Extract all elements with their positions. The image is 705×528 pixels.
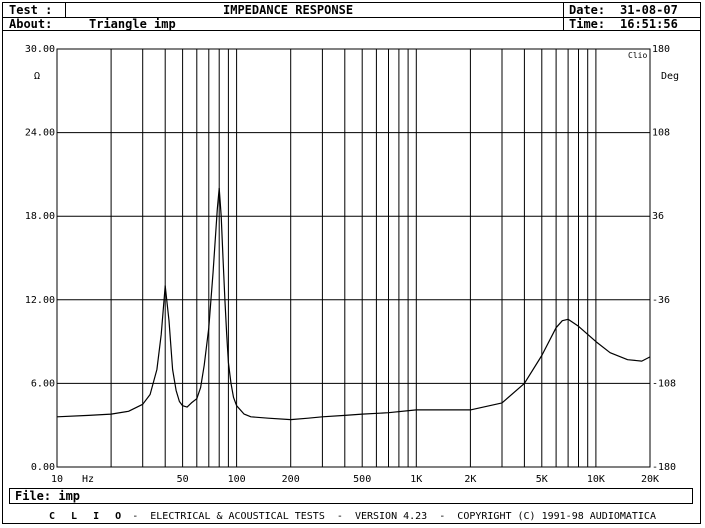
header-divider xyxy=(65,3,66,17)
y2-tick-label: -36 xyxy=(652,295,670,306)
y2-tick-label: -108 xyxy=(652,378,676,389)
header-row-about: About: Triangle imp Time: 16:51:56 xyxy=(3,17,700,31)
file-label: File: xyxy=(15,489,52,503)
x-tick-label: 50 xyxy=(177,474,189,485)
y-grid xyxy=(57,132,650,384)
x-tick-label: 20K xyxy=(641,474,659,485)
y2-tick-label: 36 xyxy=(652,211,664,222)
header-panel: Test : IMPEDANCE RESPONSE Date: 31-08-07… xyxy=(2,2,701,31)
file-panel: File: imp xyxy=(9,488,693,504)
x-tick-label: 200 xyxy=(282,474,300,485)
x-tick-label: 5K xyxy=(536,474,548,485)
y2-tick-label: -180 xyxy=(652,462,676,473)
footer-bar: C L I O - ELECTRICAL & ACOUSTICAL TESTS … xyxy=(0,510,705,524)
clio-corner-mark: Clio xyxy=(628,51,647,60)
x-tick-label: 500 xyxy=(353,474,371,485)
axis-tick-labels: 10 50 100 200 500 1K 2K 5K 10K 20K 0.00 6.00 12.00 18… xyxy=(25,44,676,485)
y-tick-label: 18.00 xyxy=(25,211,55,222)
y-tick-label: 12.00 xyxy=(25,295,55,306)
date-label: Date: xyxy=(569,3,606,17)
header-row-test: Test : IMPEDANCE RESPONSE Date: 31-08-07 xyxy=(3,3,700,18)
impedance-series-line xyxy=(56,187,651,421)
time-label: Time: xyxy=(569,17,606,31)
y2-axis-unit: Deg xyxy=(661,71,679,82)
x-tick-label: 10K xyxy=(587,474,605,485)
y-tick-label: 24.00 xyxy=(25,128,55,139)
test-label: Test : xyxy=(9,3,53,17)
y-tick-label: 6.00 xyxy=(31,378,55,389)
x-tick-label: 10 xyxy=(51,474,63,485)
x-axis-unit: Hz xyxy=(82,474,94,485)
y-axis-unit: Ω xyxy=(34,71,40,82)
series-layer xyxy=(56,187,651,421)
y2-tick-label: 180 xyxy=(652,44,670,55)
about-label: About: xyxy=(9,17,53,31)
x-grid xyxy=(110,49,597,467)
footer-text: - ELECTRICAL & ACOUSTICAL TESTS - VERSIO… xyxy=(126,511,656,522)
x-tick-label: 2K xyxy=(464,474,476,485)
plot-frame xyxy=(56,48,651,468)
test-value: IMPEDANCE RESPONSE xyxy=(223,3,354,17)
footer-brand: C L I O xyxy=(49,511,127,522)
y-tick-label: 0.00 xyxy=(31,462,55,473)
y-tick-label: 30.00 xyxy=(25,44,55,55)
y2-tick-label: 108 xyxy=(652,128,670,139)
x-tick-label: 100 xyxy=(228,474,246,485)
header-divider xyxy=(563,3,564,30)
about-value: Triangle imp xyxy=(89,17,176,31)
time-value: 16:51:56 xyxy=(620,17,678,31)
x-tick-label: 1K xyxy=(410,474,422,485)
file-value: imp xyxy=(58,489,81,503)
date-value: 31-08-07 xyxy=(620,3,678,17)
